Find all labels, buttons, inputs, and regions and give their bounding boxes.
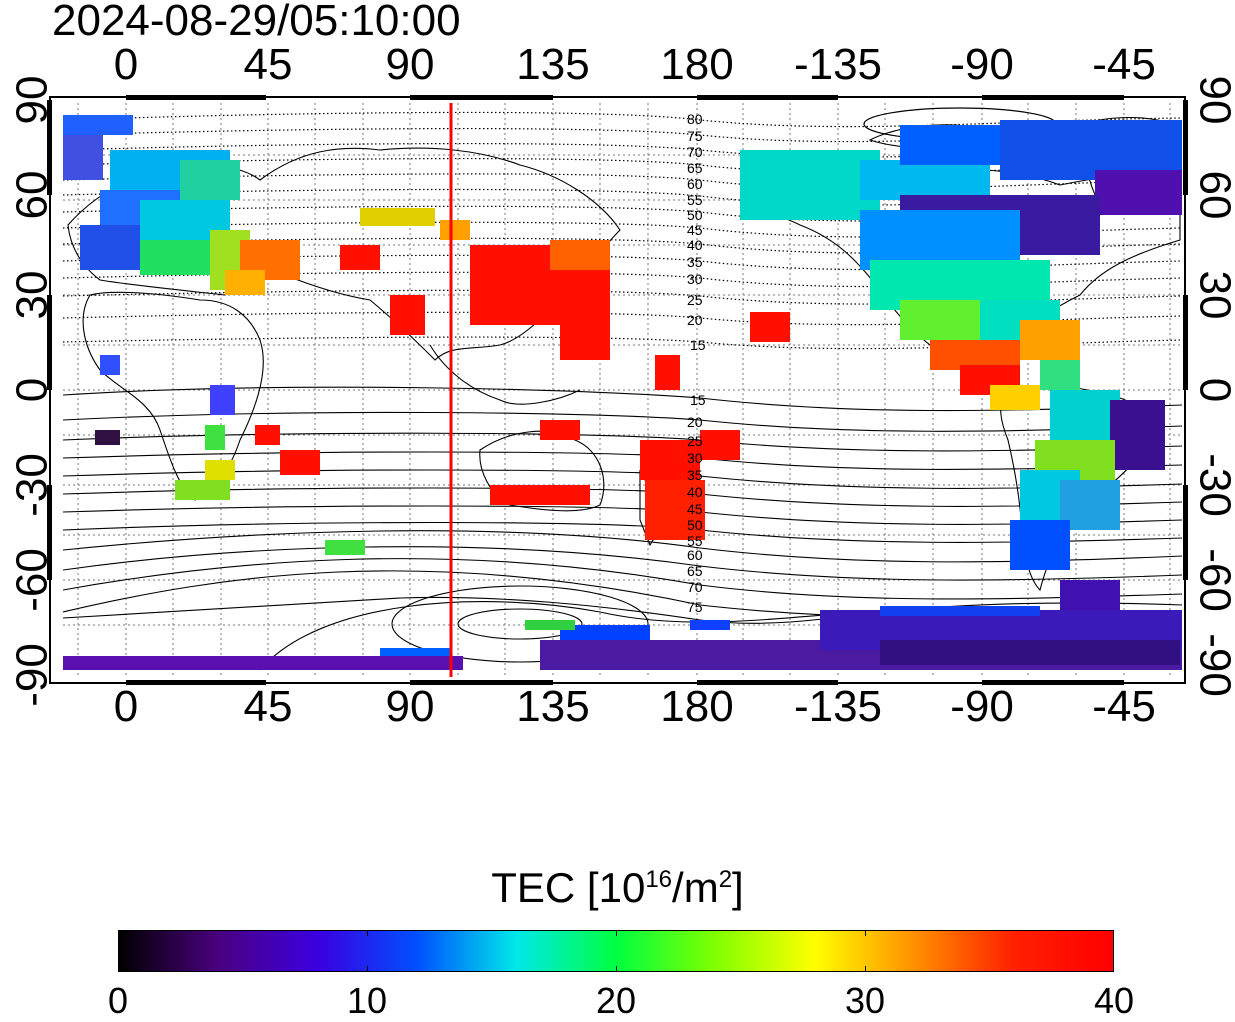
contour-label: 55 [687, 192, 703, 208]
contour-label: 20 [687, 312, 703, 328]
colorbar-title-main: TEC [10 [491, 864, 646, 911]
lat-tick-right: -90 [1190, 633, 1235, 697]
contour-label: 50 [687, 517, 703, 533]
contour-label: 45 [687, 222, 703, 238]
map-title: 2024-08-29/05:10:00 [52, 0, 461, 45]
lat-ticks-left: 90 60 30 0 -30 -60 -90 [8, 76, 57, 707]
lat-tick-right: -30 [1190, 453, 1235, 517]
colorbar-tick: 30 [844, 980, 886, 1021]
contour-label: 30 [687, 271, 703, 287]
colorbar-title-exponent: 16 [645, 866, 673, 893]
tec-map: 80 75 70 65 60 55 50 45 40 35 30 25 20 1… [8, 76, 1235, 707]
lon-tick-top: 45 [243, 40, 293, 89]
contour-label: 35 [687, 254, 703, 270]
contour-label: 50 [687, 207, 703, 223]
lon-tick-bottom: 0 [113, 682, 139, 731]
edge-ticks [47, 95, 1188, 685]
lat-tick-left: -90 [8, 643, 57, 707]
contour-label: 40 [687, 484, 703, 500]
lon-tick-top: 180 [660, 40, 734, 89]
contour-label: 15 [690, 337, 706, 353]
contour-label: 70 [687, 579, 703, 595]
colorbar-tick: 10 [346, 980, 388, 1021]
lon-tick-bottom: 180 [660, 682, 734, 731]
contour-label: 25 [687, 292, 703, 308]
tec-data-patches [63, 115, 1182, 670]
contour-label: 55 [687, 533, 703, 549]
lat-tick-right: 30 [1190, 271, 1235, 320]
lat-tick-left: -60 [8, 548, 57, 612]
lon-tick-top: 90 [385, 40, 435, 89]
colorbar-title-unit: /m [672, 864, 719, 911]
contour-label: 30 [687, 450, 703, 466]
lon-tick-bottom: 135 [516, 682, 590, 731]
contour-label: 20 [687, 414, 703, 430]
lon-tick-bottom: 90 [385, 682, 435, 731]
colorbar-tick: 40 [1093, 980, 1135, 1021]
contour-label: 60 [687, 547, 703, 563]
lon-tick-top: 0 [113, 40, 139, 89]
lon-tick-bottom: 45 [243, 682, 293, 731]
lon-tick-bottom: -135 [793, 682, 883, 731]
lat-tick-left: 30 [8, 271, 57, 320]
lat-tick-right: -60 [1190, 548, 1235, 612]
colorbar-tick: 0 [107, 980, 129, 1021]
lat-tick-left: -30 [8, 453, 57, 517]
lon-tick-top: -90 [950, 40, 1014, 89]
colorbar [118, 930, 1114, 972]
contour-label: 65 [687, 160, 703, 176]
lon-tick-bottom: -45 [1092, 682, 1156, 731]
contour-label: 75 [687, 128, 703, 144]
lon-tick-top: -45 [1092, 40, 1156, 89]
lat-ticks-right: 90 60 30 0 -30 -60 -90 [1190, 76, 1235, 697]
contour-label: 45 [687, 501, 703, 517]
contour-label: 60 [687, 176, 703, 192]
contour-label: 25 [687, 433, 703, 449]
lon-tick-top: -135 [793, 40, 883, 89]
contour-label: 80 [687, 111, 703, 127]
contour-labels-north: 80 75 70 65 60 55 50 45 40 35 30 25 20 1… [687, 111, 706, 353]
contour-label: 75 [687, 599, 703, 615]
lon-tick-top: 135 [516, 40, 590, 89]
colorbar-title-end: ] [732, 864, 744, 911]
lat-tick-right: 60 [1190, 171, 1235, 220]
colorbar-title-unit-exponent: 2 [718, 866, 733, 893]
lat-tick-left: 60 [8, 171, 57, 220]
contour-label: 70 [687, 144, 703, 160]
contour-label: 40 [687, 237, 703, 253]
lat-tick-right: 90 [1190, 76, 1235, 125]
colorbar-tick: 20 [595, 980, 637, 1021]
colorbar-title: TEC [1016/m2] [0, 864, 1235, 912]
lat-tick-left: 0 [8, 378, 57, 402]
lat-tick-left: 90 [8, 76, 57, 125]
contour-label: 15 [690, 392, 706, 408]
lon-tick-bottom: -90 [950, 682, 1014, 731]
contour-label: 65 [687, 563, 703, 579]
lat-tick-right: 0 [1190, 378, 1235, 402]
contour-label: 35 [687, 467, 703, 483]
contour-labels-south: 15 20 25 30 35 40 45 50 55 60 65 70 75 [687, 392, 706, 615]
